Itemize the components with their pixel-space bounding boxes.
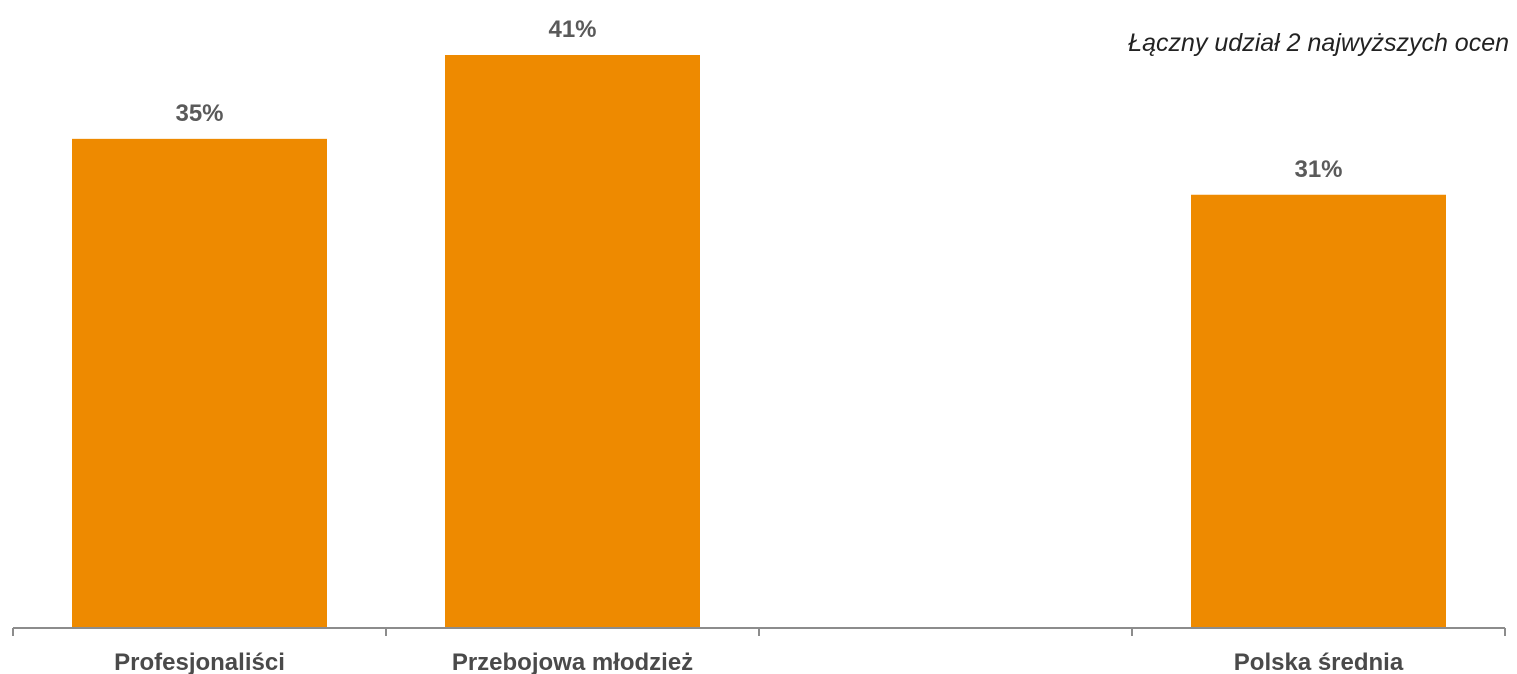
bars-layer	[72, 55, 1446, 629]
value-labels-layer: 35% 41% 31%	[175, 16, 1342, 183]
category-label: Profesjonaliści	[114, 649, 285, 674]
bar	[72, 138, 327, 629]
bar	[1191, 194, 1446, 628]
category-labels-layer: Profesjonaliści Przebojowa młodzież Polska…	[114, 649, 1404, 674]
bar-value-label: 35%	[175, 100, 223, 127]
bar	[445, 55, 700, 628]
bar-value-label: 41%	[548, 16, 596, 43]
x-axis	[12, 627, 1506, 636]
bar-value-label: 31%	[1294, 156, 1342, 183]
category-label: Przebojowa młodzież	[452, 649, 693, 674]
chart-annotation: Łączny udział 2 najwyższych ocen	[1128, 29, 1509, 57]
category-label: Polska średnia	[1234, 649, 1404, 674]
